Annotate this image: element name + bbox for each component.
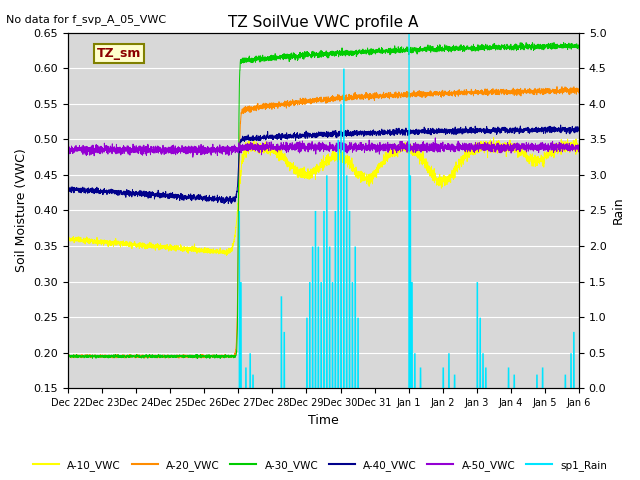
- Text: TZ_sm: TZ_sm: [97, 47, 141, 60]
- Y-axis label: Soil Moisture (VWC): Soil Moisture (VWC): [15, 149, 28, 272]
- Legend: A-10_VWC, A-20_VWC, A-30_VWC, A-40_VWC, A-50_VWC, sp1_Rain: A-10_VWC, A-20_VWC, A-30_VWC, A-40_VWC, …: [29, 456, 611, 475]
- Text: No data for f_svp_A_05_VWC: No data for f_svp_A_05_VWC: [6, 14, 166, 25]
- Y-axis label: Rain: Rain: [612, 197, 625, 224]
- X-axis label: Time: Time: [308, 414, 339, 427]
- Title: TZ SoilVue VWC profile A: TZ SoilVue VWC profile A: [228, 15, 419, 30]
